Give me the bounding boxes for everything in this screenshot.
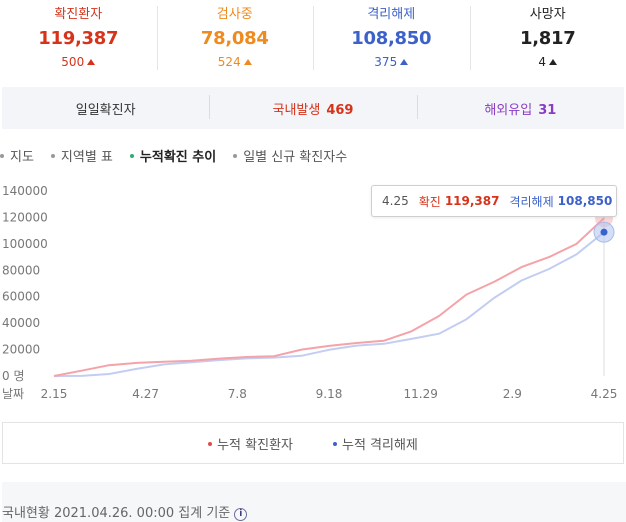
cumulative-chart[interactable]: 0 명 20000 40000 60000 80000 100000 120000 14000… [0,176,626,406]
stat-label: 확진환자 [54,7,103,22]
stat-delta: 4 [470,54,626,70]
stat-value: 108,850 [351,28,432,49]
x-tick-label: 9.18 [316,387,343,401]
overseas-value: 31 [538,102,557,118]
domestic-value: 469 [326,102,354,118]
stat-value: 1,817 [520,28,576,49]
stat-value: 78,084 [200,28,269,49]
daily-overseas: 해외유입 31 [416,94,624,119]
footer-note: 국내현황 2021.04.26. 00:00 집계 기준 i [2,482,626,522]
tab-cumulative-trend[interactable]: 누적확진 추이 [129,146,216,165]
legend-confirmed[interactable]: 누적 확진환자 [208,434,293,453]
tab-map[interactable]: 지도 [0,146,34,165]
stats-summary: 확진환자 119,387 500 검사중 78,084 524 격리해제 108… [0,0,626,76]
y-tick-label: 100000 [2,237,48,251]
y-tick-label: 20000 [2,343,40,357]
blue-dot-icon [333,441,337,446]
bullet-icon [129,154,134,158]
triangle-up-icon [243,59,252,65]
overseas-label: 해외유입 [484,102,533,118]
x-tick-label: 7.8 [228,387,247,401]
x-tick-label: 2.15 [41,387,68,401]
confirmed-line [53,217,605,377]
stat-label: 격리해제 [367,7,416,22]
tooltip-released-label: 격리해제 [509,194,554,209]
y-tick-label: 120000 [2,210,48,224]
tab-region-table[interactable]: 지역별 표 [50,146,113,165]
legend-released[interactable]: 누적 격리해제 [333,434,418,453]
chart-tooltip: 4.25 확진 119,387 격리해제 108,850 [371,185,617,217]
stat-testing: 검사중 78,084 524 [156,0,314,76]
released-marker-point [600,228,608,236]
stat-delta: 500 [0,54,157,70]
info-icon[interactable]: i [234,508,248,521]
stat-delta: 524 [157,54,314,70]
stat-released: 격리해제 108,850 375 [313,0,470,76]
domestic-label: 국내발생 [272,102,321,118]
x-tick-label: 11.29 [403,387,437,401]
tab-daily-new[interactable]: 일별 신규 확진자수 [233,146,347,165]
stat-deaths: 사망자 1,817 4 [469,0,626,76]
bullet-icon [233,154,238,158]
daily-label: 일일확진자 [75,102,136,118]
chart-legend: 누적 확진환자 누적 격리해제 [2,422,624,464]
red-dot-icon [208,441,213,446]
y-axis: 0 명 20000 40000 60000 80000 100000 120000 14000… [2,184,48,383]
bullet-icon [50,154,55,158]
daily-confirmed-bar: 일일확진자 국내발생 469 해외유입 31 [2,87,624,129]
y-tick-label: 0 명 [2,369,25,383]
y-tick-label: 140000 [2,184,48,198]
released-line [53,231,605,377]
tooltip-date: 4.25 [382,194,409,208]
stat-value: 119,387 [38,28,119,49]
tooltip-confirmed-label: 확진 [418,194,441,209]
triangle-up-icon [87,59,96,65]
x-tick-label: 4.27 [132,387,159,401]
view-tabs: 지도 지역별 표 누적확진 추이 일별 신규 확진자수 [0,146,364,165]
x-tick-label: 4.25 [591,387,618,401]
stat-label: 검사중 [216,7,253,22]
tooltip-released-value: 108,850 [557,194,613,208]
x-axis: 날짜 2.15 4.27 7.8 9.18 11.29 2.9 4.25 [2,387,617,401]
y-tick-label: 40000 [2,316,40,330]
triangle-up-icon [400,59,409,65]
x-tick-label: 2.9 [503,387,522,401]
bullet-icon [0,154,4,158]
stat-confirmed: 확진환자 119,387 500 [0,0,157,76]
y-tick-label: 80000 [2,263,40,277]
x-axis-label: 날짜 [2,387,24,401]
tooltip-confirmed-value: 119,387 [444,194,500,208]
stat-label: 사망자 [529,7,566,22]
stat-delta: 375 [313,54,470,70]
footer-text: 국내현황 2021.04.26. 00:00 집계 기준 [2,506,231,521]
y-tick-label: 60000 [2,290,40,304]
daily-domestic: 국내발생 469 [209,94,416,119]
triangle-up-icon [549,59,558,65]
